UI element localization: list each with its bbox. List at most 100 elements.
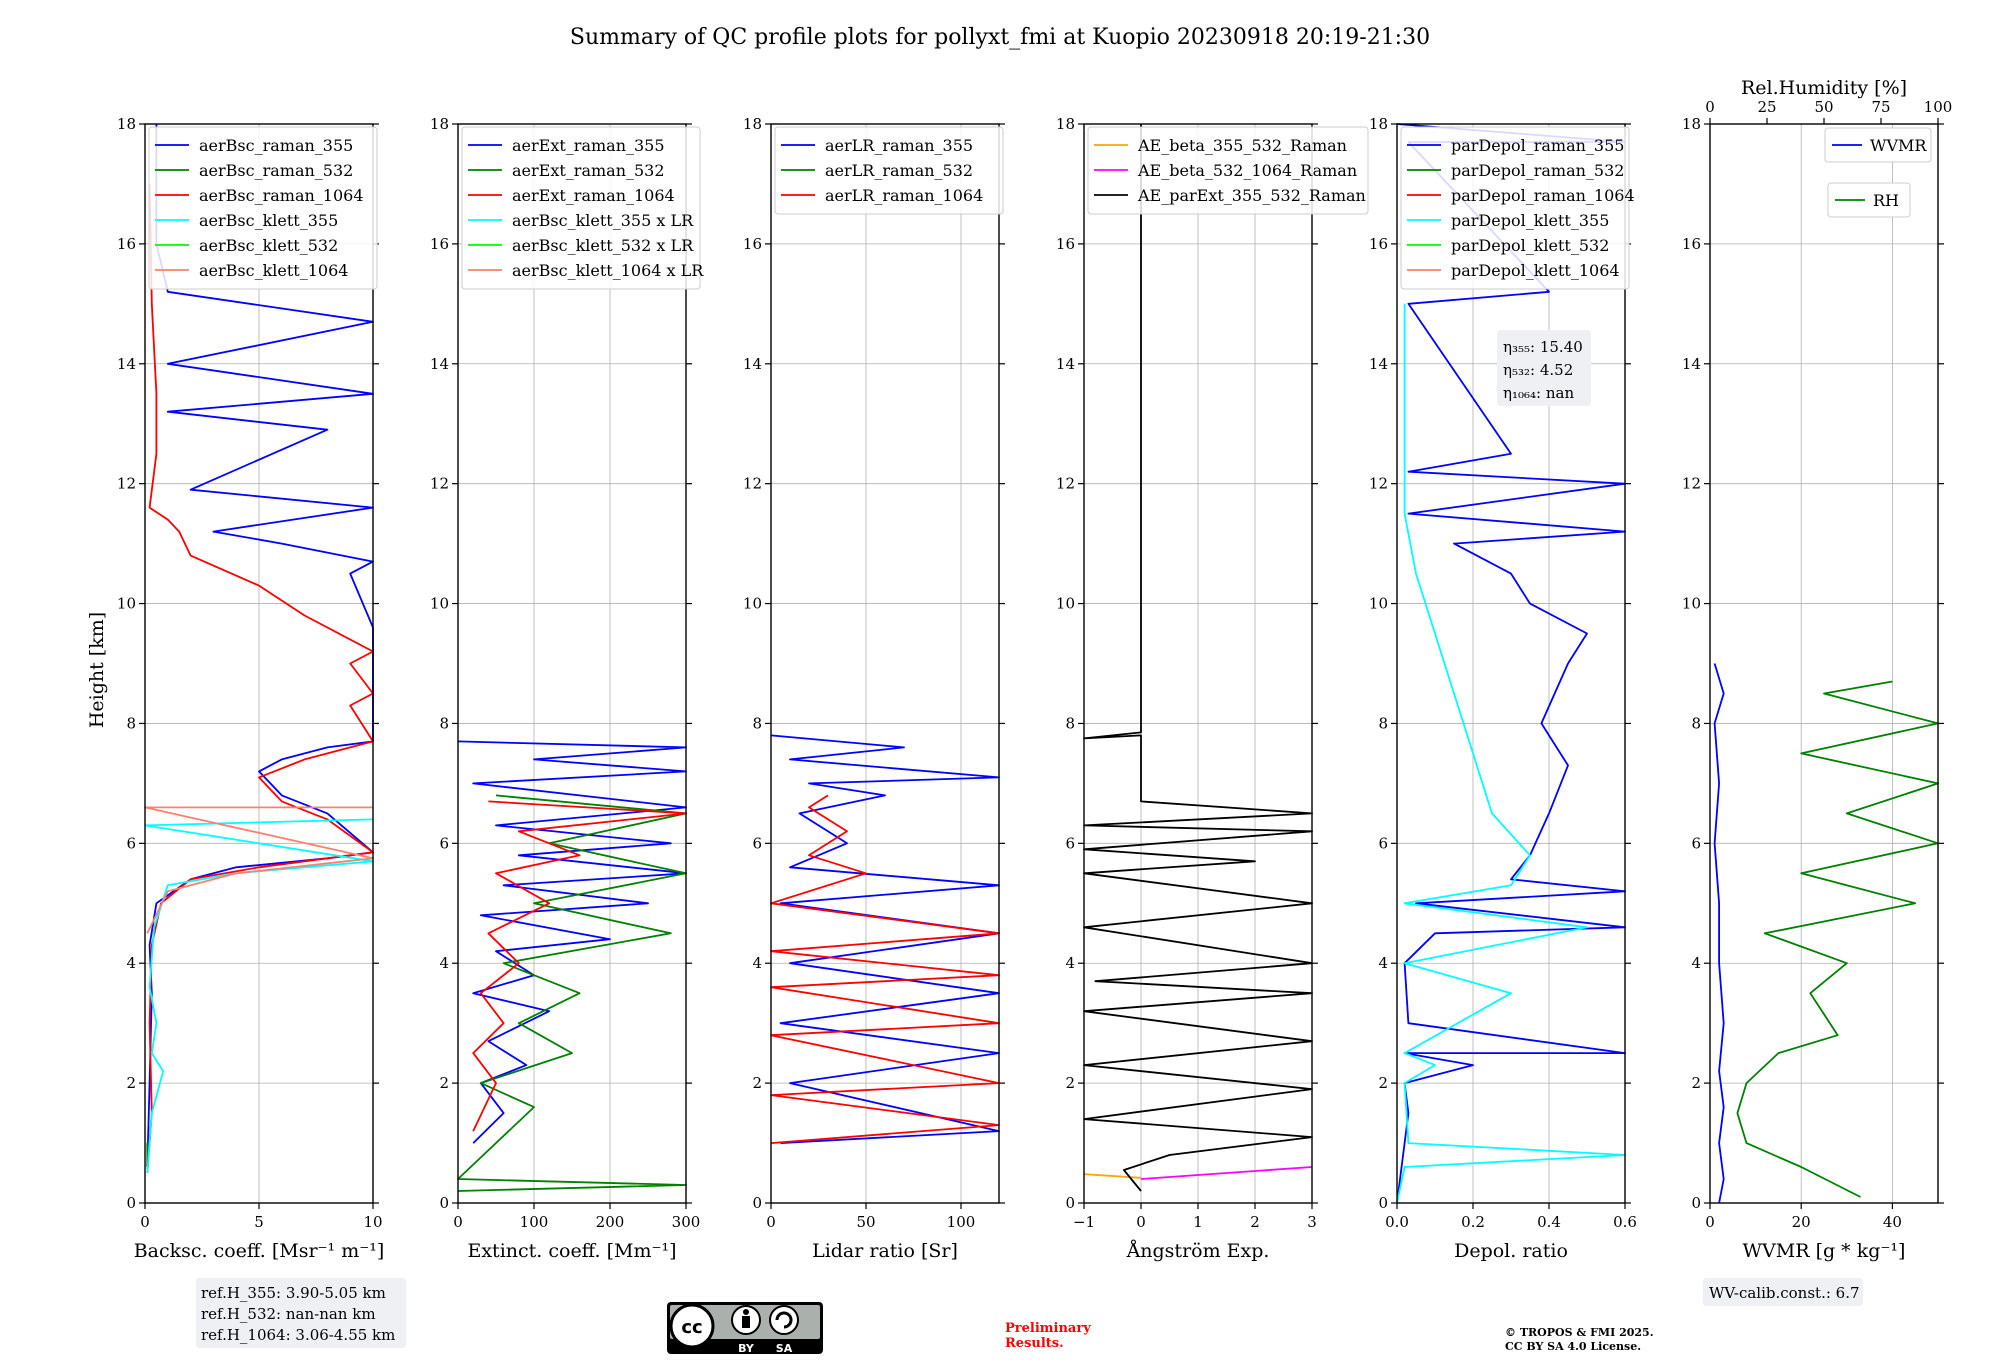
top-tick-label: 100 (1924, 98, 1953, 116)
panel-2: 0 2 4 6 8 10 12 14 16 18 0 100 200 300 Extinct. coeff.… (430, 115, 704, 1262)
series-aerExt_raman_532 (457, 794, 687, 1192)
legend-label: parDepol_raman_355 (1451, 136, 1624, 155)
legend-label: AE_parExt_355_532_Raman (1137, 186, 1366, 205)
x-tick-label: 3 (1307, 1213, 1317, 1231)
x-tick-label: 2 (1250, 1213, 1260, 1231)
series-parDepol_klett_355 (1396, 303, 1626, 1204)
legend-label: aerLR_raman_532 (825, 161, 973, 180)
y-tick-label: 10 (1682, 595, 1701, 613)
y-tick-label: 12 (1056, 475, 1075, 493)
y-tick-label: 10 (743, 595, 762, 613)
panel-3: 0 2 4 6 8 10 12 14 16 18 0 50 100 Lidar ratio [Sr] aer… (743, 115, 1005, 1262)
series-aerExt_raman_355 (457, 740, 687, 1144)
y-tick-label: 6 (1378, 834, 1388, 852)
y-tick-label: 10 (1369, 595, 1388, 613)
x-tick-label: 0.2 (1461, 1213, 1485, 1231)
x-axis-label: Extinct. coeff. [Mm⁻¹] (467, 1240, 676, 1262)
figure-title: Summary of QC profile plots for pollyxt_… (570, 25, 1430, 50)
y-tick-label: 0 (1065, 1194, 1075, 1212)
series-aerBsc_klett_1064 (144, 806, 374, 934)
cc-text: cc (681, 1317, 702, 1338)
y-tick-label: 10 (1056, 595, 1075, 613)
legend-label: parDepol_raman_532 (1451, 161, 1624, 180)
y-tick-label: 8 (1378, 714, 1388, 732)
plot-frame (770, 123, 1000, 1204)
sa-icon (769, 1305, 799, 1335)
y-tick-label: 12 (1369, 475, 1388, 493)
y-tick-label: 6 (1065, 834, 1075, 852)
x-tick-label: 50 (856, 1213, 875, 1231)
y-tick-label: 6 (1691, 834, 1701, 852)
plot-frame (1709, 123, 1939, 1204)
series-aerBsc_klett_355 (144, 818, 374, 1174)
legend-label: aerBsc_raman_355 (199, 136, 353, 155)
y-tick-label: 10 (117, 595, 136, 613)
legend: parDepol_raman_355 parDepol_raman_532 parD… (1400, 126, 1635, 290)
legend-label: aerBsc_klett_532 x LR (512, 236, 694, 255)
legend-label: aerBsc_klett_1064 (199, 261, 348, 280)
license-badge: cc BY SA (667, 1302, 823, 1355)
legend-label: AE_beta_355_532_Raman (1137, 136, 1347, 155)
y-tick-label: 2 (126, 1074, 136, 1092)
y-tick-label: 10 (430, 595, 449, 613)
y-tick-label: 2 (1065, 1074, 1075, 1092)
x-tick-label: 0 (1705, 1213, 1715, 1231)
plot-frame (144, 123, 374, 1204)
y-tick-label: 8 (439, 714, 449, 732)
x-tick-label: −1 (1073, 1213, 1095, 1231)
y-tick-label: 2 (439, 1074, 449, 1092)
y-tick-label: 2 (752, 1074, 762, 1092)
y-tick-label: 0 (752, 1194, 762, 1212)
y-tick-label: 0 (126, 1194, 136, 1212)
y-tick-label: 8 (126, 714, 136, 732)
x-tick-label: 100 (947, 1213, 976, 1231)
y-tick-label: 14 (1369, 355, 1388, 373)
y-tick-label: 4 (439, 954, 449, 972)
series-RH (1736, 680, 1939, 1198)
series-aerExt_raman_1064 (472, 800, 687, 1132)
y-axis-label: Height [km] (86, 612, 108, 728)
y-tick-label: 16 (1369, 235, 1388, 253)
y-tick-label: 18 (743, 115, 762, 133)
y-tick-label: 4 (752, 954, 762, 972)
legend-label: aerExt_raman_1064 (512, 186, 675, 205)
y-tick-label: 16 (117, 235, 136, 253)
svg-text:BY: BY (738, 1342, 755, 1355)
legend-label: parDepol_raman_1064 (1451, 186, 1635, 205)
x-tick-label: 200 (596, 1213, 625, 1231)
x-axis-label: WVMR [g * kg⁻¹] (1743, 1240, 1906, 1262)
legend-label: WVMR (1870, 136, 1927, 155)
x-tick-label: 0 (140, 1213, 150, 1231)
ref-height-note: ref.H_1064: 3.06-4.55 km (201, 1326, 395, 1344)
series-parDepol_raman_355 (1396, 123, 1626, 1204)
legend: AE_beta_355_532_Raman AE_beta_532_1064_Ra… (1087, 126, 1369, 215)
x-tick-label: 20 (1792, 1213, 1811, 1231)
y-tick-label: 12 (743, 475, 762, 493)
y-tick-label: 18 (117, 115, 136, 133)
series-WVMR (1713, 663, 1725, 1204)
legend-label: aerExt_raman_355 (512, 136, 665, 155)
x-tick-label: 100 (520, 1213, 549, 1231)
x-tick-label: 10 (363, 1213, 382, 1231)
y-tick-label: 2 (1691, 1074, 1701, 1092)
plot-frame (457, 123, 687, 1204)
legend-label: aerBsc_klett_355 (199, 211, 338, 230)
plot-frame (1396, 123, 1626, 1204)
y-tick-label: 16 (1682, 235, 1701, 253)
plot-frame (1083, 123, 1313, 1204)
legend-label: aerBsc_raman_532 (199, 161, 353, 180)
notes-box: ref.H_355: 3.90-5.05 km ref.H_532: nan-na… (196, 1278, 406, 1348)
legend-label: parDepol_klett_355 (1451, 211, 1609, 230)
top-tick-label: 0 (1705, 98, 1715, 116)
y-tick-label: 6 (126, 834, 136, 852)
series-aerLR_raman_355 (770, 734, 1000, 1144)
x-axis-label: Ångström Exp. (1126, 1240, 1270, 1262)
x-tick-label: 300 (672, 1213, 701, 1231)
legend-label: parDepol_klett_1064 (1451, 261, 1620, 280)
ref-height-note: ref.H_532: nan-nan km (201, 1305, 376, 1323)
y-tick-label: 12 (430, 475, 449, 493)
